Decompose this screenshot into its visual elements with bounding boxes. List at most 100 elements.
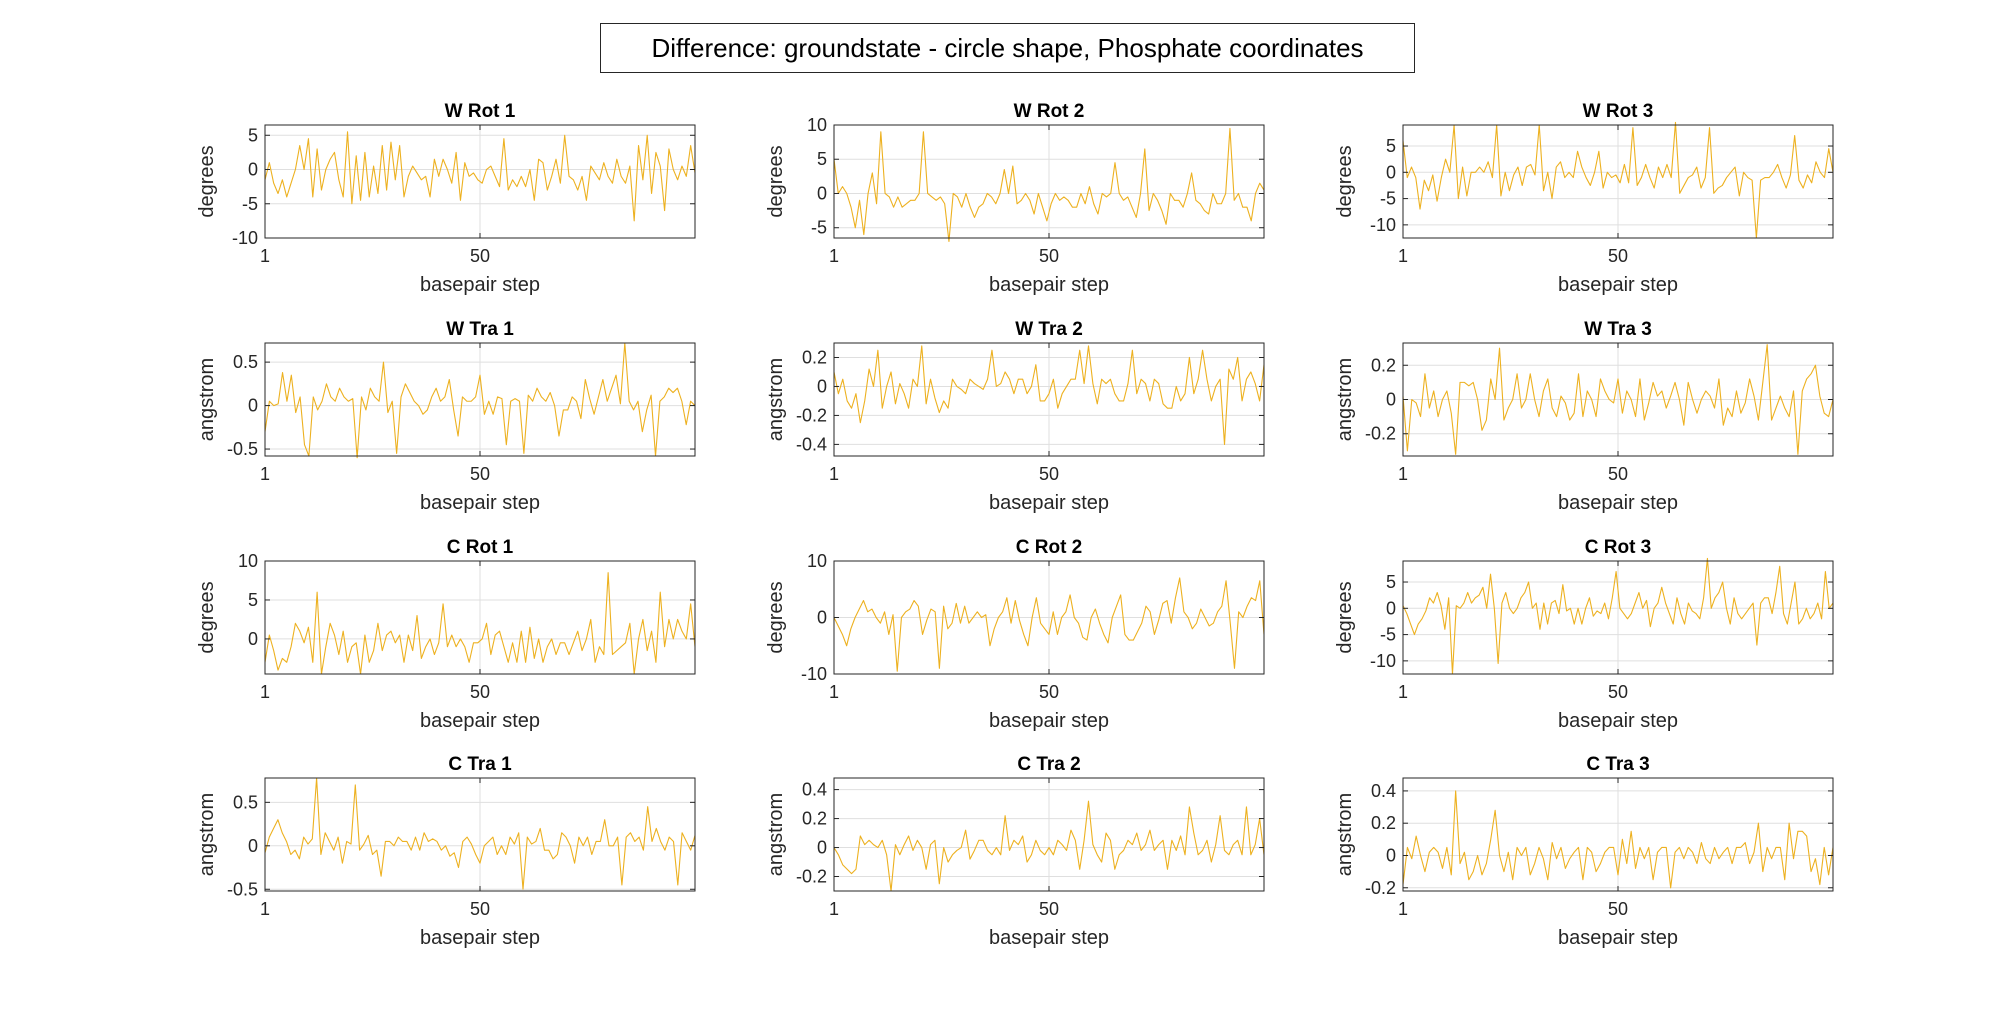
chart-w-tra-3-title: W Tra 3 — [1584, 319, 1652, 340]
chart-c-rot-3-ytick-label: -5 — [1380, 625, 1396, 645]
chart-w-tra-2-ytick-label: 0 — [817, 376, 827, 396]
chart-c-rot-1-series-line — [264, 572, 696, 675]
chart-w-tra-1-title: W Tra 1 — [446, 319, 514, 340]
chart-c-rot-1-ytick-label: 0 — [248, 629, 258, 649]
chart-w-rot-2-xtick-label: 50 — [1039, 246, 1059, 266]
chart-c-tra-1-ylabel: angstrom — [196, 793, 218, 876]
chart-c-tra-1-xtick-label: 50 — [470, 899, 490, 919]
chart-w-tra-1-ylabel: angstrom — [196, 358, 218, 441]
chart-c-tra-3-xlabel: basepair step — [1558, 927, 1678, 949]
chart-c-rot-2-axes: -10 0 10 1 50 C Rot 2 basepair step degrees — [765, 537, 1265, 732]
chart-w-tra-2-xtick-label: 50 — [1039, 464, 1059, 484]
chart-c-tra-2-xtick-label: 50 — [1039, 899, 1059, 919]
chart-w-rot-2-ytick-label: -5 — [811, 218, 827, 238]
chart-w-tra-3-xtick-label: 1 — [1398, 464, 1408, 484]
chart-w-rot-3-xtick-label: 1 — [1398, 246, 1408, 266]
chart-w-tra-2-xtick-label: 1 — [829, 464, 839, 484]
chart-c-tra-1-axes: -0.5 0 0.5 1 50 C Tra 1 basepair step angstrom — [196, 754, 696, 949]
chart-w-rot-2-ylabel: degrees — [765, 145, 787, 217]
chart-w-tra-1-axes: -0.5 0 0.5 1 50 W Tra 1 basepair step angstrom — [196, 319, 696, 514]
chart-c-rot-3-xtick-label: 50 — [1608, 682, 1628, 702]
chart-c-tra-3-xtick-label: 1 — [1398, 899, 1408, 919]
figure-title: Difference: groundstate - circle shape, … — [600, 23, 1415, 73]
chart-w-tra-2-series-line — [833, 345, 1265, 445]
chart-c-tra-3-ylabel: angstrom — [1334, 793, 1356, 876]
chart-w-tra-2-title: W Tra 2 — [1015, 319, 1083, 340]
chart-w-tra-2-axes: -0.4 -0.2 0 0.2 1 50 W Tra 2 basepair step angst… — [765, 319, 1265, 514]
chart-c-tra-3-ytick-label: 0.4 — [1371, 781, 1396, 801]
chart-w-tra-2-ytick-label: 0.2 — [802, 347, 827, 367]
chart-w-tra-3-series-line — [1402, 344, 1834, 455]
chart-c-rot-3-ytick-label: 5 — [1386, 572, 1396, 592]
chart-c-rot-3-ylabel: degrees — [1334, 581, 1356, 653]
chart-w-rot-2-xlabel: basepair step — [989, 274, 1109, 296]
chart-c-tra-3-ytick-label: -0.2 — [1365, 878, 1396, 898]
chart-c-tra-3-title: C Tra 3 — [1586, 754, 1649, 775]
chart-w-tra-3-ylabel: angstrom — [1334, 358, 1356, 441]
chart-c-tra-1-ytick-label: 0 — [248, 836, 258, 856]
chart-w-tra-2-ytick-label: -0.4 — [796, 434, 827, 454]
chart-w-tra-1-ytick-label: 0.5 — [233, 352, 258, 372]
chart-c-rot-2-ytick-label: 0 — [817, 608, 827, 628]
chart-c-rot-1-axes: 0 5 10 1 50 C Rot 1 basepair step degrees — [196, 537, 696, 732]
chart-w-tra-1-xtick-label: 50 — [470, 464, 490, 484]
chart-w-rot-1-series-line — [264, 131, 696, 222]
chart-w-rot-2-series-line — [833, 127, 1265, 242]
chart-w-rot-3-xtick-label: 50 — [1608, 246, 1628, 266]
chart-c-tra-1-ytick-label: -0.5 — [227, 879, 258, 899]
chart-c-rot-1-ytick-label: 5 — [248, 590, 258, 610]
chart-c-rot-2-title: C Rot 2 — [1016, 537, 1083, 558]
chart-w-rot-1-ytick-label: 5 — [248, 125, 258, 145]
chart-w-tra-2-xlabel: basepair step — [989, 492, 1109, 514]
chart-c-rot-2-ytick-label: -10 — [801, 664, 827, 684]
chart-w-tra-3-xtick-label: 50 — [1608, 464, 1628, 484]
chart-w-rot-3-ytick-label: 0 — [1386, 162, 1396, 182]
chart-c-tra-3-axes: -0.2 0 0.2 0.4 1 50 C Tra 3 basepair step angstr… — [1334, 754, 1834, 949]
chart-w-rot-1-ytick-label: 0 — [248, 160, 258, 180]
chart-w-rot-1-xlabel: basepair step — [420, 274, 540, 296]
chart-c-tra-2-title: C Tra 2 — [1017, 754, 1080, 775]
chart-w-tra-1-ytick-label: -0.5 — [227, 439, 258, 459]
chart-w-rot-2-title: W Rot 2 — [1014, 101, 1085, 122]
chart-w-rot-3-axes: -10 -5 0 5 1 50 W Rot 3 basepair step degrees — [1334, 101, 1834, 296]
chart-c-rot-3-xtick-label: 1 — [1398, 682, 1408, 702]
chart-w-rot-1-xtick-label: 50 — [470, 246, 490, 266]
chart-w-rot-3-series-line — [1402, 121, 1834, 239]
chart-c-rot-1-xtick-label: 50 — [470, 682, 490, 702]
chart-w-rot-1-ytick-label: -5 — [242, 194, 258, 214]
chart-w-tra-3-ytick-label: 0.2 — [1371, 355, 1396, 375]
chart-c-tra-1-xtick-label: 1 — [260, 899, 270, 919]
chart-c-rot-2-ylabel: degrees — [765, 581, 787, 653]
chart-c-rot-2-xlabel: basepair step — [989, 710, 1109, 732]
chart-c-tra-1-title: C Tra 1 — [448, 754, 512, 775]
chart-w-rot-1-axes: -10 -5 0 5 1 50 W Rot 1 basepair step degrees — [196, 101, 696, 296]
chart-w-rot-1-title: W Rot 1 — [445, 101, 516, 122]
chart-w-rot-1-ytick-label: -10 — [232, 228, 258, 248]
chart-w-tra-1-ytick-label: 0 — [248, 396, 258, 416]
chart-c-tra-1-ytick-label: 0.5 — [233, 792, 258, 812]
chart-c-rot-1-ylabel: degrees — [196, 581, 218, 653]
chart-w-tra-2-ylabel: angstrom — [765, 358, 787, 441]
chart-w-tra-3-ytick-label: -0.2 — [1365, 424, 1396, 444]
chart-c-rot-1-xtick-label: 1 — [260, 682, 270, 702]
chart-w-rot-2-ytick-label: 5 — [817, 149, 827, 169]
chart-c-tra-2-ytick-label: 0.2 — [802, 809, 827, 829]
chart-c-tra-3-xtick-label: 50 — [1608, 899, 1628, 919]
chart-w-rot-3-ylabel: degrees — [1334, 145, 1356, 217]
chart-c-tra-1-series-line — [264, 777, 696, 890]
chart-w-tra-3-xlabel: basepair step — [1558, 492, 1678, 514]
chart-w-tra-1-xtick-label: 1 — [260, 464, 270, 484]
chart-c-rot-1-ytick-label: 10 — [238, 551, 258, 571]
chart-c-rot-3-ytick-label: -10 — [1370, 651, 1396, 671]
chart-w-tra-1-series-line — [264, 342, 696, 459]
chart-w-rot-1-ylabel: degrees — [196, 145, 218, 217]
chart-c-tra-3-ytick-label: 0 — [1386, 845, 1396, 865]
chart-c-tra-2-ytick-label: 0.4 — [802, 780, 827, 800]
chart-c-tra-1-xlabel: basepair step — [420, 927, 540, 949]
chart-w-rot-1-xtick-label: 1 — [260, 246, 270, 266]
chart-w-rot-3-ytick-label: -10 — [1370, 215, 1396, 235]
chart-w-rot-3-title: W Rot 3 — [1583, 101, 1654, 122]
chart-c-rot-3-title: C Rot 3 — [1585, 537, 1652, 558]
